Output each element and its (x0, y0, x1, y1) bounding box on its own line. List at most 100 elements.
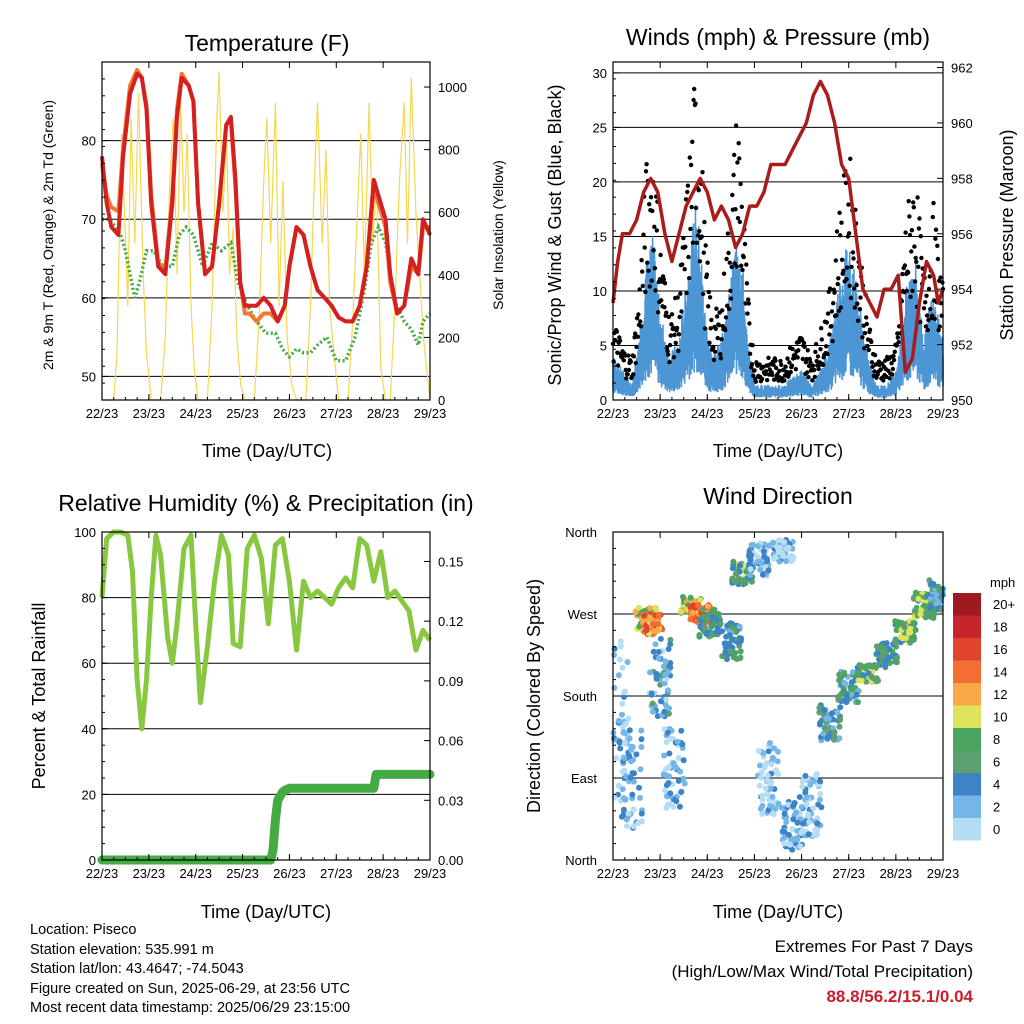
gust-point (740, 267, 745, 273)
humidity-x-label: Time (Day/UTC) (201, 902, 331, 922)
direction-point (657, 635, 664, 642)
humidity-plot-frame (101, 531, 431, 861)
direction-point (619, 786, 626, 793)
direction-point (620, 806, 627, 813)
gust-point (626, 367, 632, 373)
gust-point (805, 370, 810, 375)
direction-point (789, 826, 796, 832)
gust-point (650, 208, 655, 214)
gust-point (772, 377, 777, 382)
gust-point (864, 315, 869, 320)
direction-point (886, 646, 893, 653)
direction-point (623, 823, 630, 830)
direction-point (747, 557, 754, 564)
gust-point (834, 313, 839, 318)
winds-y2-tick-label: 950 (951, 393, 973, 408)
station-pressure-line (611, 79, 945, 375)
gust-point (685, 183, 691, 188)
direction-point (662, 772, 669, 779)
speed-legend-swatch (953, 660, 981, 683)
direction-point (769, 793, 776, 800)
speed-legend-label: 16 (993, 642, 1007, 657)
direction-point (621, 755, 628, 761)
gust-point (751, 373, 756, 378)
gust-point (854, 282, 859, 288)
gust-point (634, 316, 640, 321)
gust-point (806, 363, 812, 369)
direction-point (661, 680, 668, 687)
gust-point (700, 170, 705, 175)
temperature-x-tick-label: 25/23 (226, 406, 259, 421)
direction-point (781, 829, 788, 836)
direction-point (630, 806, 637, 813)
direction-point (664, 729, 671, 736)
gust-point (773, 358, 778, 363)
temperature-x-tick-label: 24/23 (179, 406, 212, 421)
speed-legend-label: 10 (993, 710, 1007, 725)
direction-point (791, 800, 798, 806)
gust-point (905, 270, 911, 275)
direction-x-tick-label: 24/23 (691, 866, 724, 881)
temperature-x-label: Time (Day/UTC) (202, 441, 332, 461)
gust-point (674, 325, 680, 331)
direction-point (875, 677, 882, 684)
gust-point (830, 339, 835, 344)
gust-point (889, 361, 894, 366)
direction-point (696, 632, 703, 638)
direction-point (772, 805, 779, 812)
gust-point (793, 367, 798, 372)
gust-point (736, 141, 741, 146)
gust-point (744, 281, 750, 286)
winds-y-tick-label: 25 (593, 120, 607, 135)
gust-point (624, 376, 629, 381)
direction-point (831, 729, 838, 736)
gust-point (684, 290, 689, 296)
gust-point (829, 323, 834, 329)
gust-point (622, 353, 628, 358)
direction-point (616, 738, 623, 745)
humidity-y2-tick-label: 0.12 (438, 614, 463, 629)
gust-point (719, 337, 724, 342)
direction-point (770, 539, 777, 546)
gust-point (855, 301, 860, 306)
gust-point (647, 202, 652, 207)
direction-point (816, 796, 823, 803)
speed-legend-swatch (953, 705, 981, 728)
humidity-y-tick-label: 40 (82, 722, 96, 737)
direction-cluster-4 (646, 635, 674, 720)
gust-point (887, 376, 892, 381)
gust-point (728, 296, 734, 301)
direction-point (647, 669, 653, 676)
direction-point (759, 796, 766, 803)
direction-point (678, 727, 685, 734)
gust-point (706, 304, 711, 309)
gust-point (805, 348, 810, 353)
gust-point (730, 192, 735, 198)
gust-point (699, 234, 704, 239)
gust-point (916, 264, 921, 269)
direction-point (736, 623, 743, 630)
gust-point (781, 367, 786, 373)
gust-point (745, 311, 750, 316)
direction-point (646, 616, 653, 622)
speed-legend-label: 18 (993, 620, 1007, 635)
direction-point (738, 636, 745, 643)
gust-point (667, 360, 672, 365)
winds-y-tick-label: 15 (593, 229, 607, 244)
direction-point (873, 662, 880, 669)
direction-point (830, 736, 837, 743)
gust-point (735, 160, 740, 165)
gust-point (924, 313, 930, 318)
direction-plot-frame (612, 531, 944, 861)
gust-point (824, 320, 830, 325)
winds-x-tick-label: 29/23 (927, 406, 960, 421)
winds-panel: Winds (mph) & Pressure (mb) 0 5 10 15 20 25 30… (545, 24, 1017, 461)
direction-point (813, 771, 820, 777)
gust-point (696, 188, 701, 193)
gust-point (646, 268, 651, 273)
gust-point (728, 288, 733, 293)
speed-legend-swatch (953, 818, 981, 841)
gust-point (703, 243, 708, 248)
gust-point (747, 321, 752, 326)
gust-point (687, 155, 692, 160)
